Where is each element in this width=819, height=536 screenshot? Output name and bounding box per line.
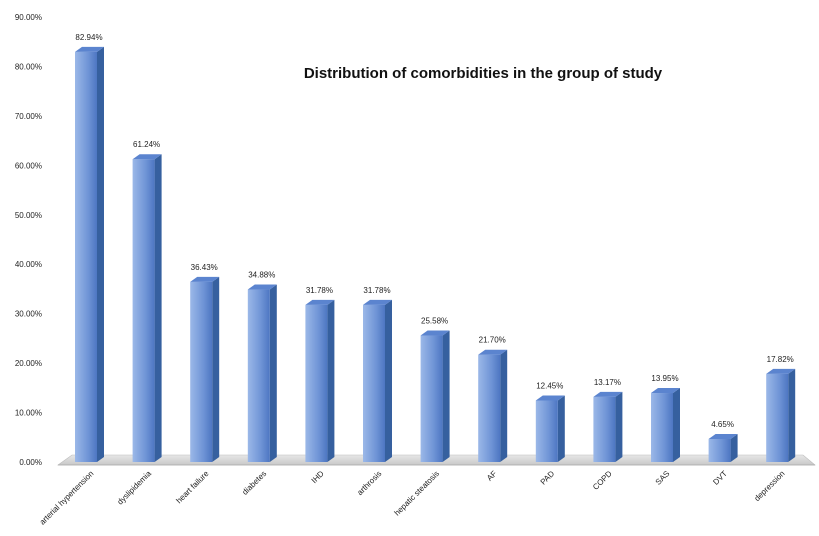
chart-title: Distribution of comorbidities in the gro… xyxy=(304,65,663,82)
x-tick-label: diabetes xyxy=(240,469,268,497)
x-tick-label: heart failure xyxy=(174,469,211,506)
bar xyxy=(766,368,796,462)
bar-top xyxy=(363,299,392,305)
y-tick-label: 80.00% xyxy=(15,62,42,71)
bar xyxy=(190,276,220,462)
bar xyxy=(305,299,335,462)
bar-side xyxy=(615,391,623,462)
bar-front xyxy=(305,304,328,462)
y-tick-label: 0.00% xyxy=(19,458,42,467)
bar-top xyxy=(247,284,277,290)
x-tick-label: arthrosis xyxy=(355,469,383,497)
bar-front xyxy=(190,281,213,462)
bar xyxy=(363,299,392,462)
bar-front xyxy=(75,51,97,462)
bar-front xyxy=(535,400,558,462)
x-tick-label: PAD xyxy=(539,469,557,487)
data-label: 13.95% xyxy=(651,374,678,383)
y-tick-label: 30.00% xyxy=(15,310,42,319)
bar-top xyxy=(651,388,680,394)
data-label: 82.94% xyxy=(75,33,102,42)
x-tick-label: DVT xyxy=(711,469,729,487)
bar-front xyxy=(478,354,501,462)
y-tick-label: 70.00% xyxy=(15,112,42,121)
bar-front xyxy=(593,396,616,462)
bar-top xyxy=(593,391,623,397)
bar-side xyxy=(97,46,104,462)
data-label: 13.17% xyxy=(594,378,621,387)
y-tick-label: 10.00% xyxy=(15,409,42,418)
y-tick-label: 90.00% xyxy=(15,13,42,22)
bar-side xyxy=(673,388,680,462)
bar xyxy=(420,330,450,462)
x-tick-label: AF xyxy=(485,469,499,483)
bar xyxy=(593,391,623,462)
bar-front xyxy=(708,439,731,462)
x-tick-label: hepatic steatosis xyxy=(393,469,442,518)
bar-side xyxy=(500,349,508,462)
x-tick-label: depression xyxy=(753,469,787,503)
bar-top xyxy=(478,349,508,355)
bar-top xyxy=(132,154,162,160)
data-label: 25.58% xyxy=(421,317,448,326)
bar-top xyxy=(766,368,796,374)
data-label: 34.88% xyxy=(248,271,275,280)
bar xyxy=(708,434,738,462)
bar-side xyxy=(327,299,335,462)
bar-front xyxy=(363,304,385,462)
bar-side xyxy=(154,154,162,463)
bar-front xyxy=(132,159,155,463)
bar-side xyxy=(557,395,565,462)
data-label: 4.65% xyxy=(711,420,734,429)
y-tick-label: 20.00% xyxy=(15,359,42,368)
bar xyxy=(535,395,565,462)
x-tick-label: arterial hypertension xyxy=(38,469,96,527)
bar-front xyxy=(247,289,270,462)
bar-side xyxy=(788,368,796,462)
bar-front xyxy=(420,335,443,462)
data-label: 17.82% xyxy=(767,355,794,364)
data-label: 12.45% xyxy=(536,381,563,390)
bar-top xyxy=(535,395,565,401)
x-tick-label: COPD xyxy=(591,469,614,492)
y-tick-label: 60.00% xyxy=(15,161,42,170)
bar-top xyxy=(708,434,738,440)
bar-top xyxy=(75,46,104,52)
data-label: 31.78% xyxy=(363,286,390,295)
y-tick-label: 50.00% xyxy=(15,211,42,220)
data-label: 21.70% xyxy=(479,336,506,345)
bar xyxy=(132,154,162,463)
x-tick-label: SAS xyxy=(654,469,672,487)
y-tick-label: 40.00% xyxy=(15,260,42,269)
bar-side xyxy=(442,330,450,462)
bar-side xyxy=(269,284,277,462)
data-label: 36.43% xyxy=(191,263,218,272)
data-label: 31.78% xyxy=(306,286,333,295)
x-tick-label: IHD xyxy=(310,469,326,485)
bar xyxy=(651,388,680,462)
bar-top xyxy=(305,299,335,305)
bar-front xyxy=(651,393,673,462)
data-label: 61.24% xyxy=(133,140,160,149)
bar xyxy=(75,46,104,462)
bar xyxy=(478,349,508,462)
bar-side xyxy=(730,434,738,462)
bar-top xyxy=(190,276,220,282)
bar-side xyxy=(385,299,392,462)
bar-top xyxy=(420,330,450,336)
bar-side xyxy=(212,276,220,462)
bar xyxy=(247,284,277,462)
bar-front xyxy=(766,373,789,462)
x-tick-label: dyslipidemia xyxy=(116,469,154,507)
